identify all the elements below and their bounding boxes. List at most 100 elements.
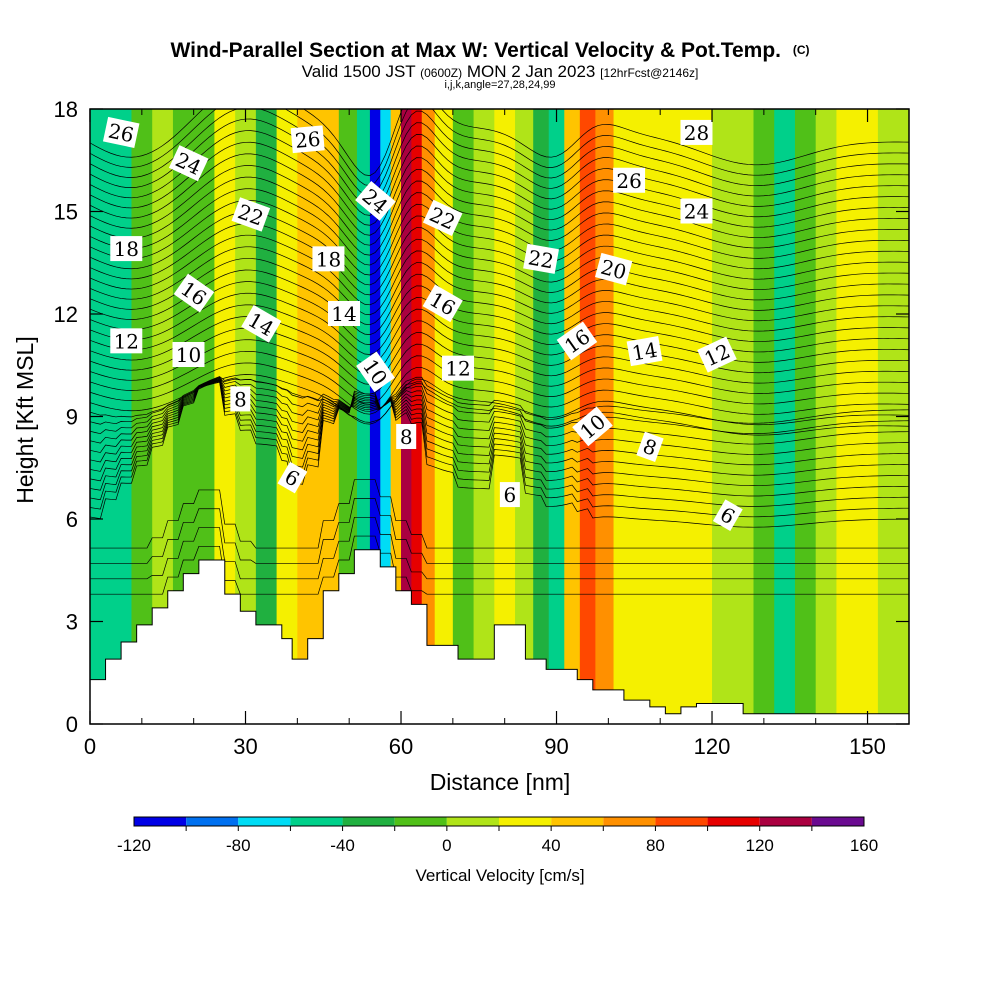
isentrope-line: [90, 153, 909, 236]
isentrope-line: [90, 246, 909, 316]
velocity-band: [688, 109, 713, 724]
isentrope-line: [90, 362, 909, 415]
isentrope-line: [90, 304, 909, 365]
isentrope-line: [90, 327, 909, 385]
velocity-band: [564, 109, 581, 724]
y-tick-label: 9: [66, 405, 78, 430]
isentrope-line: [90, 381, 909, 518]
colorbar-tick-label: 120: [746, 836, 774, 855]
terrain: [90, 549, 909, 724]
isentrope-line: [90, 377, 909, 445]
velocity-band: [421, 109, 436, 724]
isentrope-line: [90, 376, 909, 425]
x-tick-label: 0: [84, 734, 96, 759]
isentrope-label-bg: [290, 125, 325, 154]
colorbar-tick-label: -80: [226, 836, 251, 855]
chart-subtitle: Valid 1500 JST (0600Z) MON 2 Jan 2023 [1…: [302, 62, 699, 81]
isentrope-label-bg: [613, 167, 646, 193]
isentrope-line: [90, 316, 909, 375]
x-tick-label: 90: [544, 734, 568, 759]
colorbar-swatch: [551, 817, 604, 826]
chart-title-mark: (C): [793, 43, 810, 57]
colorbar-swatch: [603, 817, 656, 826]
colorbar-swatch: [290, 817, 343, 826]
isentrope-label-bg: [396, 424, 417, 449]
colorbar-swatch: [394, 817, 447, 826]
isentrope-lines: [90, 109, 909, 595]
isentrope-line: [90, 176, 909, 256]
isentrope-label: 26: [290, 125, 325, 154]
y-tick-label: 3: [66, 610, 78, 635]
isentrope-line: [90, 479, 909, 549]
isentrope-line: [90, 381, 909, 528]
isentrope-line: [90, 141, 909, 226]
colorbar: -120 -80 -40 0 40 80 120 160: [117, 816, 878, 855]
colorbar-swatch: [499, 817, 552, 826]
isentrope-label-text: 14: [331, 302, 356, 326]
velocity-band: [473, 109, 495, 724]
isentrope-label-bg: [422, 284, 463, 323]
y-tick-label: 18: [54, 97, 78, 122]
isentrope-label: 6: [499, 482, 520, 508]
isentrope-label-text: 26: [616, 169, 641, 193]
isentrope-line: [90, 258, 909, 326]
isentrope-line: [90, 339, 909, 395]
isentrope-label-bg: [312, 246, 345, 272]
x-axis-label: Distance [nm]: [430, 769, 571, 795]
isentrope-line: [90, 211, 909, 286]
velocity-band: [276, 109, 298, 724]
chart-title-text: Wind-Parallel Section at Max W: Vertical…: [170, 39, 781, 62]
isentrope-label: 18: [312, 246, 345, 272]
isentrope-label: 8: [636, 431, 664, 462]
isentrope-line: [90, 378, 909, 476]
isentrope-line: [90, 165, 909, 246]
isentrope-line: [90, 269, 909, 335]
subtitle-utc: (0600Z): [420, 66, 462, 80]
colorbar-swatch: [811, 817, 864, 826]
isentrope-line: [90, 118, 909, 206]
isentrope-label-text: 26: [106, 119, 136, 148]
indices-line: i,j,k,angle=27,28,24,99: [444, 79, 555, 91]
x-tick-label: 150: [849, 734, 886, 759]
colorbar-label: Vertical Velocity [cm/s]: [415, 866, 584, 885]
isentrope-line: [90, 130, 909, 216]
isentrope-label-bg: [102, 116, 140, 148]
x-tick-label: 120: [694, 734, 731, 759]
isentrope-label-bg: [327, 301, 360, 326]
isentrope-label-bg: [110, 236, 143, 262]
y-tick-label: 6: [66, 507, 78, 532]
isentrope-label: 6: [712, 499, 743, 531]
isentrope-line: [90, 350, 909, 405]
isentrope-label-bg: [499, 482, 520, 508]
isentrope-line: [90, 234, 909, 306]
velocity-band: [836, 109, 858, 724]
isentrope-label-bg: [680, 198, 713, 224]
isentrope-line: [90, 380, 909, 497]
isentrope-line: [90, 199, 909, 276]
y-tick-label: 15: [54, 200, 78, 225]
y-tick-label: 12: [54, 302, 78, 327]
isentrope-label: 12: [110, 328, 143, 354]
x-tick-label: 60: [389, 734, 413, 759]
isentrope-line: [90, 378, 909, 466]
colorbar-swatch: [446, 817, 499, 826]
isentrope-line: [90, 281, 909, 345]
colorbar-swatch: [759, 817, 812, 826]
isentrope-line: [90, 292, 909, 355]
isentrope-label-bg: [572, 406, 613, 447]
colorbar-tick-label: 160: [850, 836, 878, 855]
isentrope-label: 12: [442, 355, 475, 381]
isentrope-label: 8: [230, 386, 251, 412]
isentrope-line: [90, 188, 909, 266]
isentrope-label-text: 18: [114, 237, 139, 261]
colorbar-swatch: [655, 817, 708, 826]
velocity-band: [172, 109, 195, 724]
isentrope-label: 22: [523, 243, 559, 274]
colorbar-tick-label: 80: [646, 836, 665, 855]
isentrope-label-text: 28: [684, 121, 709, 145]
isentrope-label-text: 10: [176, 343, 201, 367]
velocity-band: [390, 109, 402, 724]
subtitle-forecast: [12hrFcst@2146z]: [600, 66, 698, 80]
isentrope-label-text: 6: [503, 483, 516, 507]
